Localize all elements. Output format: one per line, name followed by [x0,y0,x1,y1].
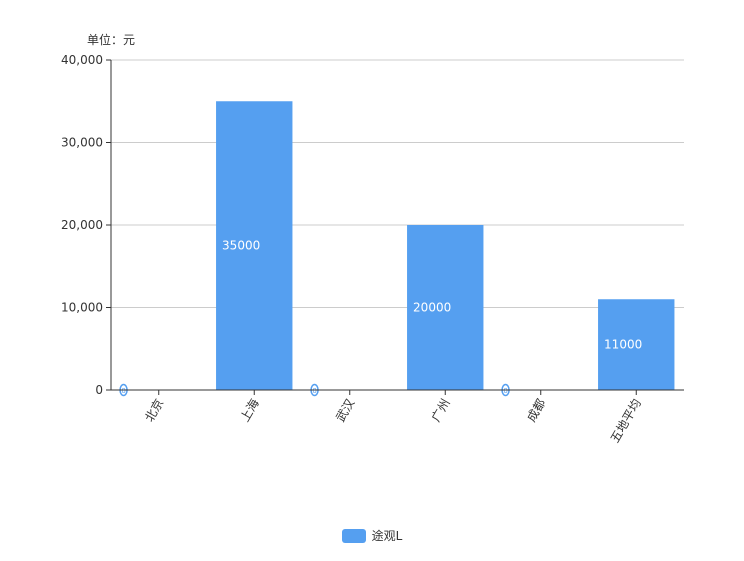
x-tick-label: 五地平均 [608,397,644,446]
legend-label: 途观L [371,529,403,543]
bar-data-label: 35000 [222,239,260,253]
bar-data-label: 0 [121,387,125,395]
x-tick-label: 北京 [142,397,166,425]
bar-data-label: 0 [312,387,316,395]
unit-label: 单位：元 [87,33,136,47]
bar [216,101,293,390]
legend: 途观L [0,527,744,546]
bar [407,225,484,390]
grid-lines [111,59,684,308]
y-tick-label: 20,000 [61,218,103,232]
y-axis-ticks: 0 10,000 20,000 30,000 40,000 [61,53,111,397]
bar-data-labels: 0 35000 0 20000 0 11000 [121,239,642,395]
bar-data-label: 20000 [413,301,451,315]
x-axis-ticks: 北京 上海 武汉 广州 成都 五地平均 [142,390,644,445]
y-tick-label: 40,000 [61,53,103,67]
bars [119,101,675,397]
y-tick-label: 10,000 [61,301,103,315]
bar-data-label: 0 [503,387,507,395]
axes [110,60,684,391]
legend-swatch [341,528,366,543]
legend-item-series-0[interactable]: 途观L [341,527,403,544]
x-tick-label: 成都 [524,397,548,425]
x-tick-label: 上海 [237,396,262,424]
y-tick-label: 30,000 [61,136,103,150]
y-tick-label: 0 [95,383,103,397]
x-tick-label: 广州 [429,397,453,425]
bar [598,299,675,390]
bar-data-label: 11000 [604,338,642,352]
x-tick-label: 武汉 [333,397,357,425]
